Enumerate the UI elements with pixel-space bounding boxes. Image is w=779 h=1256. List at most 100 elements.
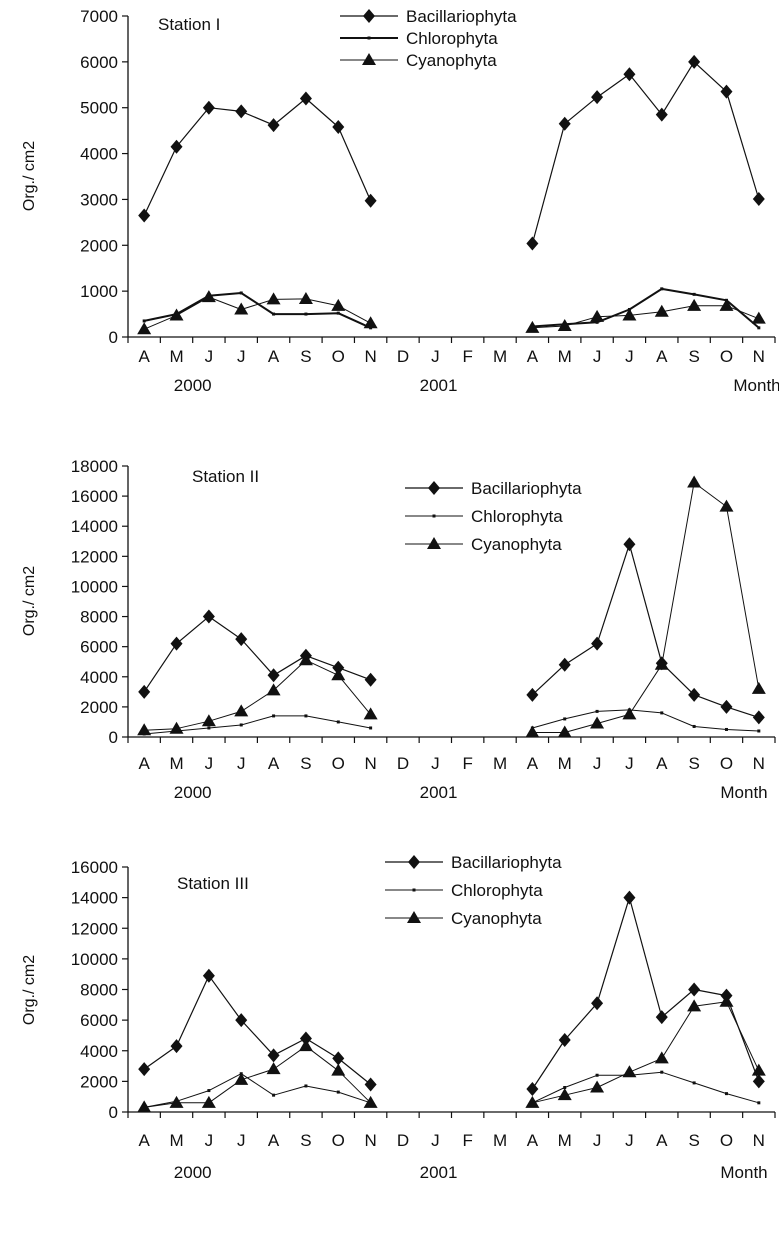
y-tick-label: 14000 (71, 889, 118, 908)
data-point (595, 1073, 599, 1077)
y-axis-title: Org./ cm2 (21, 141, 38, 211)
data-point (169, 1095, 184, 1108)
x-tick-label: O (332, 347, 345, 366)
data-point (202, 609, 215, 624)
data-point (687, 475, 702, 488)
x-tick-label: J (431, 1131, 440, 1150)
x-tick-label: J (205, 754, 214, 773)
y-tick-label: 3000 (80, 190, 118, 209)
series-line (532, 287, 760, 329)
x-tick-label: O (720, 754, 733, 773)
data-point (266, 292, 281, 305)
legend-marker (363, 9, 375, 23)
data-point (137, 723, 152, 736)
data-point (304, 1084, 308, 1088)
legend-label: Bacillariophyta (451, 853, 562, 872)
data-point (558, 657, 571, 672)
x-tick-label: S (688, 754, 699, 773)
data-point (692, 292, 696, 296)
series-line (143, 615, 371, 693)
data-point (525, 320, 540, 333)
y-tick-label: 2000 (80, 1072, 118, 1091)
chart-station-2: 0 2000 4000 6000 8000 10000 12000 14000 16000 180… (21, 457, 776, 802)
legend-marker (428, 481, 440, 495)
x-tick-label: J (237, 754, 246, 773)
data-point (688, 54, 701, 69)
data-point (170, 636, 183, 651)
series-line (143, 292, 372, 329)
series-line (144, 1045, 371, 1108)
legend-marker (408, 855, 420, 869)
data-point (590, 716, 605, 729)
data-point (235, 632, 248, 647)
legend-label: Chlorophyta (471, 507, 563, 526)
data-point (207, 1089, 211, 1093)
data-point (234, 704, 249, 717)
data-point (525, 1095, 540, 1108)
data-point (752, 191, 765, 206)
data-point (719, 298, 734, 311)
data-point (266, 683, 281, 696)
legend-label: Bacillariophyta (471, 479, 582, 498)
data-point (298, 653, 313, 666)
x-tick-label: M (169, 1131, 183, 1150)
data-point (688, 687, 701, 702)
data-point (751, 681, 766, 694)
x-tick-label: A (268, 347, 280, 366)
legend: Bacillariophyta Chlorophyta Cyanophyta (340, 7, 517, 70)
x-tick-label: A (139, 347, 151, 366)
data-point (137, 322, 152, 335)
data-point (591, 90, 604, 105)
data-point (336, 311, 340, 315)
x-tick-label: J (593, 347, 602, 366)
x-tick-label: M (169, 754, 183, 773)
chart-title: Station II (192, 467, 259, 486)
data-point (724, 1092, 728, 1096)
data-point (331, 298, 346, 311)
data-point (169, 721, 184, 734)
x-tick-label: A (268, 754, 280, 773)
x-tick-label: N (364, 347, 376, 366)
x-tick-label: O (720, 347, 733, 366)
y-tick-label: 6000 (80, 1011, 118, 1030)
x-tick-label: D (397, 347, 409, 366)
x-tick-label: A (139, 754, 151, 773)
data-point (138, 684, 151, 699)
series-line (144, 715, 371, 735)
year-label: 2000 (174, 783, 212, 802)
series-line (143, 97, 372, 216)
data-point (170, 139, 183, 154)
data-point (298, 291, 313, 304)
x-tick-label: F (462, 754, 472, 773)
series-bacillariophyta (138, 890, 765, 1097)
x-tick-label: O (332, 1131, 345, 1150)
y-tick-label: 0 (109, 1103, 118, 1122)
y-tick-label: 7000 (80, 7, 118, 26)
data-point (363, 316, 378, 329)
legend-label: Chlorophyta (451, 881, 543, 900)
data-point (622, 707, 637, 720)
data-point (201, 1095, 216, 1108)
data-point (557, 1088, 572, 1101)
data-point (654, 304, 669, 317)
year-label: 2000 (174, 376, 212, 395)
data-point (623, 537, 636, 552)
series-line (144, 296, 371, 330)
data-point (692, 1081, 696, 1085)
data-point (687, 999, 702, 1012)
series-line (532, 709, 759, 732)
data-point (364, 1077, 377, 1092)
data-point (138, 208, 151, 223)
x-tick-label: A (527, 347, 539, 366)
y-tick-label: 16000 (71, 858, 118, 877)
x-tick-label: N (364, 1131, 376, 1150)
data-point (304, 312, 308, 316)
data-point (170, 1039, 183, 1054)
data-point (525, 725, 540, 738)
x-tick-label: M (558, 754, 572, 773)
data-point (719, 994, 734, 1007)
year-label: 2001 (420, 783, 458, 802)
data-point (239, 291, 243, 295)
data-point (655, 107, 668, 122)
